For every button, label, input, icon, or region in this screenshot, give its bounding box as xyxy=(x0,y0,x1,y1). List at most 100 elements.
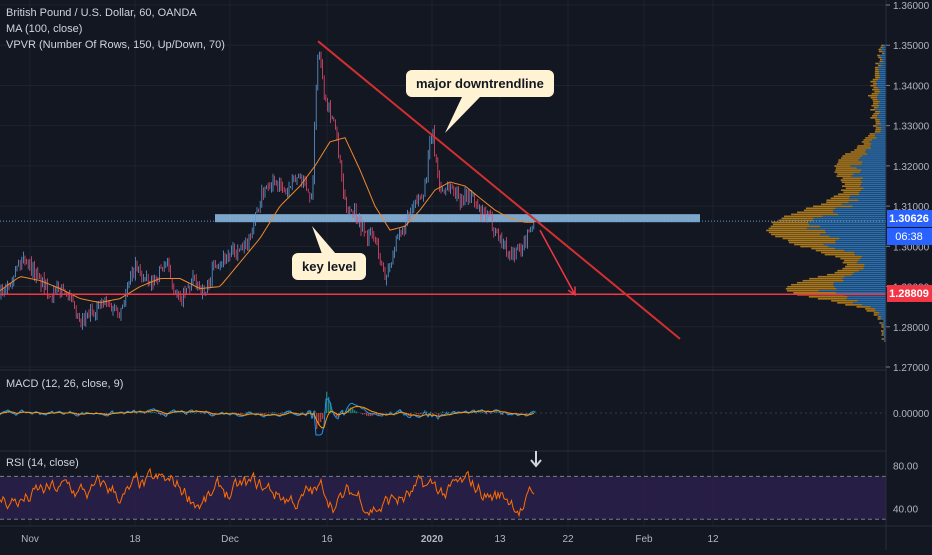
volume-bar-down xyxy=(873,83,877,85)
volume-bar-up xyxy=(861,183,886,185)
support-price-badge: 1.28809 xyxy=(887,285,932,302)
macd-histogram-bar xyxy=(442,412,443,413)
volume-bar-up xyxy=(867,153,886,155)
volume-bar-down xyxy=(809,278,842,280)
volume-bar-down xyxy=(871,97,878,99)
volume-bar-up xyxy=(878,95,886,97)
macd-histogram-bar xyxy=(320,413,321,422)
volume-bar-down xyxy=(845,304,862,306)
macd-histogram-bar xyxy=(436,413,437,414)
volume-bar-up xyxy=(844,280,886,282)
macd-histogram-bar xyxy=(526,413,527,414)
macd-histogram-bar xyxy=(352,408,353,413)
volume-bar-down xyxy=(857,145,870,147)
volume-bar-up xyxy=(879,105,886,107)
macd-histogram-bar xyxy=(200,413,201,414)
volume-bar-down xyxy=(864,139,873,141)
time-tick-label: Nov xyxy=(21,534,39,545)
volume-bar-up xyxy=(877,137,886,139)
macd-histogram-bar xyxy=(486,413,487,414)
rsi-legend[interactable]: RSI (14, close) xyxy=(6,456,79,470)
volume-bar-down xyxy=(840,258,860,260)
trendline-callout: major downtrendline xyxy=(406,70,554,97)
volume-bar-down xyxy=(843,177,864,179)
volume-bar-down xyxy=(803,280,844,282)
price-tick-label: 1.33000 xyxy=(893,122,930,133)
macd-histogram-bar xyxy=(446,412,447,413)
volume-bar-down xyxy=(835,169,861,171)
volume-bar-down xyxy=(882,332,884,334)
macd-legend[interactable]: MACD (12, 26, close, 9) xyxy=(6,377,123,391)
volume-bar-down xyxy=(825,254,855,256)
macd-histogram-bar xyxy=(418,413,419,414)
volume-bar-down xyxy=(809,296,848,298)
macd-histogram-bar xyxy=(268,412,269,413)
volume-bar-up xyxy=(859,270,886,272)
volume-bar-up xyxy=(862,181,886,183)
volume-bar-up xyxy=(830,236,886,238)
volume-bar-up xyxy=(833,212,886,214)
volume-bar-up xyxy=(863,177,886,179)
volume-bar-down xyxy=(797,212,833,214)
volume-bar-down xyxy=(806,208,836,210)
macd-histogram-bar xyxy=(274,412,275,413)
price-tick-label: 1.32000 xyxy=(893,162,930,173)
volume-bar-down xyxy=(843,262,857,264)
volume-bar-up xyxy=(848,296,886,298)
volume-bar-down xyxy=(800,246,828,248)
vpvr-legend[interactable]: VPVR (Number Of Rows, 150, Up/Down, 70) xyxy=(6,38,225,52)
volume-bar-down xyxy=(872,99,877,101)
volume-bar-up xyxy=(870,145,886,147)
volume-bar-down xyxy=(771,234,820,236)
volume-bar-up xyxy=(862,169,886,171)
volume-bar-up xyxy=(824,244,886,246)
volume-bar-down xyxy=(879,51,883,53)
volume-bar-down xyxy=(838,159,858,161)
volume-bar-up xyxy=(858,300,886,302)
volume-bar-down xyxy=(789,242,836,244)
volume-bar-up xyxy=(880,75,886,77)
volume-bar-down xyxy=(879,322,881,324)
volume-bar-up xyxy=(880,111,886,113)
volume-bar-up xyxy=(877,117,886,119)
volume-bar-up xyxy=(883,47,886,49)
volume-bar-down xyxy=(868,95,878,97)
macd-histogram-bar xyxy=(364,413,365,414)
volume-bar-down xyxy=(875,131,881,133)
volume-bar-up xyxy=(836,242,886,244)
volume-bar-up xyxy=(878,103,886,105)
volume-bar-down xyxy=(841,157,860,159)
volume-bar-up xyxy=(878,67,886,69)
volume-bar-up xyxy=(814,218,886,220)
volume-bar-up xyxy=(879,69,886,71)
volume-bar-up xyxy=(881,318,886,320)
volume-bar-down xyxy=(876,121,880,123)
macd-histogram-bar xyxy=(354,410,355,413)
volume-bar-down xyxy=(826,199,858,201)
macd-histogram-bar xyxy=(432,413,433,415)
volume-bar-down xyxy=(831,300,857,302)
volume-bar-down xyxy=(874,91,880,93)
macd-histogram-bar xyxy=(480,412,481,413)
macd-histogram-bar xyxy=(242,413,243,414)
volume-bar-up xyxy=(849,197,886,199)
volume-bar-up xyxy=(871,306,886,308)
symbol-title[interactable]: British Pound / U.S. Dollar, 60, OANDA xyxy=(6,6,197,20)
volume-bar-down xyxy=(841,179,861,181)
macd-histogram-bar xyxy=(264,413,265,415)
volume-bar-down xyxy=(878,318,881,320)
volume-bar-up xyxy=(853,173,886,175)
volume-bar-up xyxy=(877,125,886,127)
volume-bar-up xyxy=(851,165,886,167)
volume-bar-up xyxy=(847,298,886,300)
volume-bar-down xyxy=(875,73,879,75)
volume-bar-up xyxy=(833,284,886,286)
macd-histogram-bar xyxy=(282,412,283,413)
support-price-value: 1.28809 xyxy=(889,288,929,300)
volume-bar-up xyxy=(809,224,886,226)
ma-legend[interactable]: MA (100, close) xyxy=(6,22,82,36)
volume-bar-down xyxy=(884,320,885,322)
macd-tick-label: 0.00000 xyxy=(893,409,930,420)
volume-bar-up xyxy=(878,99,886,101)
volume-bar-up xyxy=(881,127,886,129)
